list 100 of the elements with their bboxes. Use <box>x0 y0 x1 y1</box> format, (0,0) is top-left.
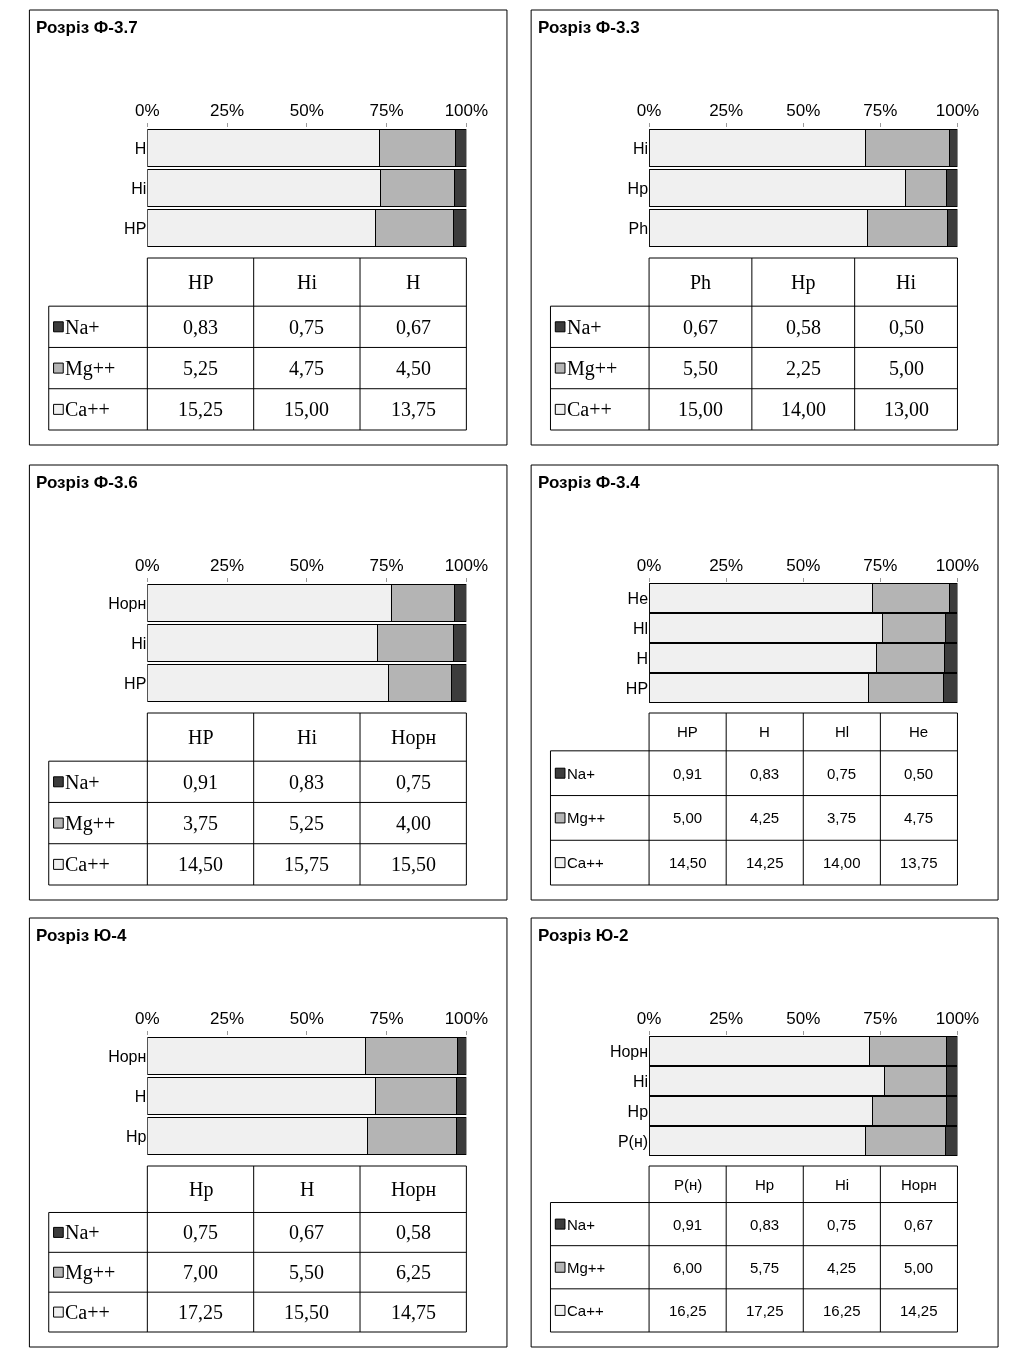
y-tick-label: H <box>636 649 649 667</box>
text: 14,50 <box>178 853 223 875</box>
x-tick-label: 25% <box>210 556 245 576</box>
legend-label: Ca++ <box>65 853 110 875</box>
category-label: He <box>909 723 929 740</box>
category-label: HP <box>188 726 214 748</box>
chart-title: Розріз Ф-3.4 <box>538 473 641 492</box>
chart-title: Розріз Ю-2 <box>538 926 629 945</box>
x-tick-label: 50% <box>786 556 821 576</box>
category-label: Hi <box>297 726 317 748</box>
legend-label: Mg++ <box>65 1261 116 1284</box>
x-tick-label: 100% <box>935 101 980 121</box>
text: 0,67 <box>904 1216 934 1233</box>
category-label: Норн <box>391 1178 437 1200</box>
text: 7,00 <box>183 1261 218 1283</box>
x-tick-label: 0% <box>135 556 160 576</box>
y-tick-label: Hi <box>632 1072 649 1090</box>
y-tick-label: HP <box>124 219 147 237</box>
category-label: Ph <box>690 271 712 293</box>
y-tick-label: Hi <box>131 179 147 197</box>
legend-label: Mg++ <box>567 809 606 826</box>
text: 0,83 <box>750 765 780 782</box>
text: 4,25 <box>750 809 780 826</box>
text: 0,83 <box>289 771 324 793</box>
text: 0,83 <box>183 316 218 338</box>
legend-label: Ca++ <box>567 398 612 420</box>
text: 0,75 <box>827 1216 857 1233</box>
legend-label: Na+ <box>65 1221 100 1243</box>
text: 0,67 <box>396 316 431 338</box>
legend-label: Na+ <box>567 1216 596 1233</box>
text: 6,00 <box>673 1259 703 1276</box>
x-tick-label: 25% <box>210 101 245 121</box>
x-tick-label: 50% <box>786 1009 821 1029</box>
text: 5,25 <box>289 812 324 834</box>
text: 0,75 <box>396 771 431 793</box>
chart-title: Розріз Ф-3.3 <box>538 18 640 37</box>
category-label: Hl <box>835 723 850 740</box>
text: 17,25 <box>178 1301 223 1323</box>
text: 13,00 <box>884 398 929 420</box>
category-label: Норн <box>391 726 437 748</box>
x-tick-label: 100% <box>935 556 980 576</box>
category-label: H <box>300 1178 315 1200</box>
text: 5,50 <box>289 1261 324 1283</box>
y-tick-label: Hp <box>627 179 649 197</box>
y-tick-label: P(н) <box>617 1132 649 1150</box>
x-tick-label: 0% <box>636 101 662 121</box>
y-tick-label: Hl <box>632 619 649 637</box>
y-tick-label: Hi <box>131 634 147 652</box>
text: 0,67 <box>683 316 718 338</box>
category-label: Hp <box>189 1178 214 1200</box>
legend-label: Ca++ <box>65 1301 110 1323</box>
x-tick-label: 100% <box>935 1009 980 1029</box>
x-tick-label: 0% <box>636 556 662 576</box>
category-label: Hi <box>896 271 916 293</box>
text: 0,75 <box>827 765 857 782</box>
text: 3,75 <box>827 809 857 826</box>
text: 5,50 <box>683 357 718 379</box>
text: 5,75 <box>750 1259 780 1276</box>
text: 6,25 <box>396 1261 431 1283</box>
category-label: H <box>759 723 770 740</box>
y-tick-label: H <box>134 139 147 157</box>
x-tick-label: 50% <box>289 556 324 576</box>
x-tick-label: 75% <box>863 1009 898 1029</box>
y-tick-label: H <box>134 1087 147 1105</box>
text: 3,75 <box>183 812 218 834</box>
text: 4,25 <box>827 1259 857 1276</box>
chart-title: Розріз Ф-3.6 <box>36 473 138 492</box>
text: 0,91 <box>673 1216 703 1233</box>
y-tick-label: Hp <box>627 1102 649 1120</box>
x-tick-label: 0% <box>636 1009 662 1029</box>
y-tick-label: He <box>627 589 649 607</box>
y-tick-label: Норн <box>609 1042 649 1060</box>
x-tick-label: 25% <box>709 1009 744 1029</box>
text: 4,50 <box>396 357 431 379</box>
text: 0,83 <box>750 1216 780 1233</box>
y-tick-label: Норн <box>108 594 147 612</box>
text: 0,75 <box>289 316 324 338</box>
text: 14,75 <box>391 1301 436 1323</box>
text: 5,00 <box>904 1259 934 1276</box>
category-label: Hi <box>297 271 317 293</box>
chart-title: Розріз Ю-4 <box>36 926 127 945</box>
x-tick-label: 25% <box>709 556 744 576</box>
text: 0,91 <box>673 765 703 782</box>
text: 2,25 <box>786 357 821 379</box>
x-tick-label: 75% <box>369 1009 404 1029</box>
text: 13,75 <box>900 854 938 871</box>
y-tick-label: HP <box>625 679 649 697</box>
x-tick-label: 0% <box>135 1009 160 1029</box>
legend-label: Na+ <box>567 765 596 782</box>
category-label: H <box>406 271 421 293</box>
category-label: Hi <box>835 1176 850 1193</box>
chart-title: Розріз Ф-3.7 <box>36 18 138 37</box>
legend-label: Mg++ <box>65 812 116 835</box>
x-tick-label: 25% <box>210 1009 245 1029</box>
y-tick-label: Норн <box>108 1047 147 1065</box>
category-label: Hp <box>755 1176 775 1193</box>
category-label: HP <box>188 271 214 293</box>
legend-label: Ca++ <box>567 1302 604 1319</box>
text: 5,00 <box>673 809 703 826</box>
x-tick-label: 25% <box>709 101 744 121</box>
